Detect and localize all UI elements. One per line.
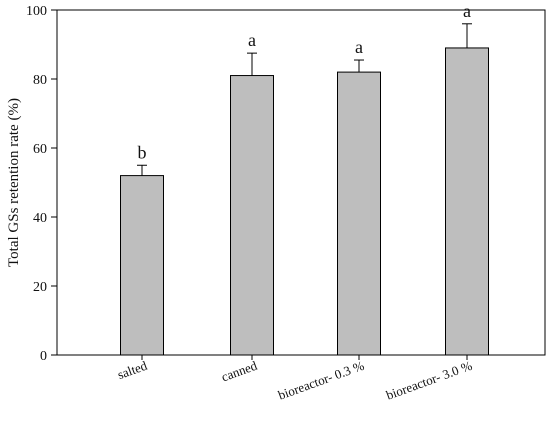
y-tick-label: 0 xyxy=(40,349,47,364)
significance-letter: a xyxy=(463,1,471,21)
x-tick-label: bioreactor- 3.0 % xyxy=(384,358,474,403)
x-tick-label: bioreactor- 0.3 % xyxy=(276,358,366,403)
bar xyxy=(120,175,164,356)
y-tick-label: 40 xyxy=(33,211,47,226)
x-tick-label: salted xyxy=(115,358,149,383)
axes: 0 20 40 60 80 100 xyxy=(26,4,546,364)
y-tick-label: 60 xyxy=(33,142,47,157)
plot-frame xyxy=(56,9,546,356)
significance-letter: a xyxy=(248,30,256,50)
y-tick-label: 80 xyxy=(33,73,47,88)
bar xyxy=(230,75,274,356)
bar xyxy=(337,71,381,356)
y-tick-label: 100 xyxy=(26,4,47,19)
bars xyxy=(120,23,489,356)
significance-letter: b xyxy=(138,142,147,162)
labels: b salted a canned a bioreactor- 0.3 % a bioreac… xyxy=(115,1,474,403)
x-tick-label: canned xyxy=(219,358,259,385)
y-axis-title: Total GSs retention rate (%) xyxy=(6,98,22,267)
bar xyxy=(445,47,489,356)
y-tick-label: 20 xyxy=(33,280,47,295)
significance-letter: a xyxy=(355,37,363,57)
